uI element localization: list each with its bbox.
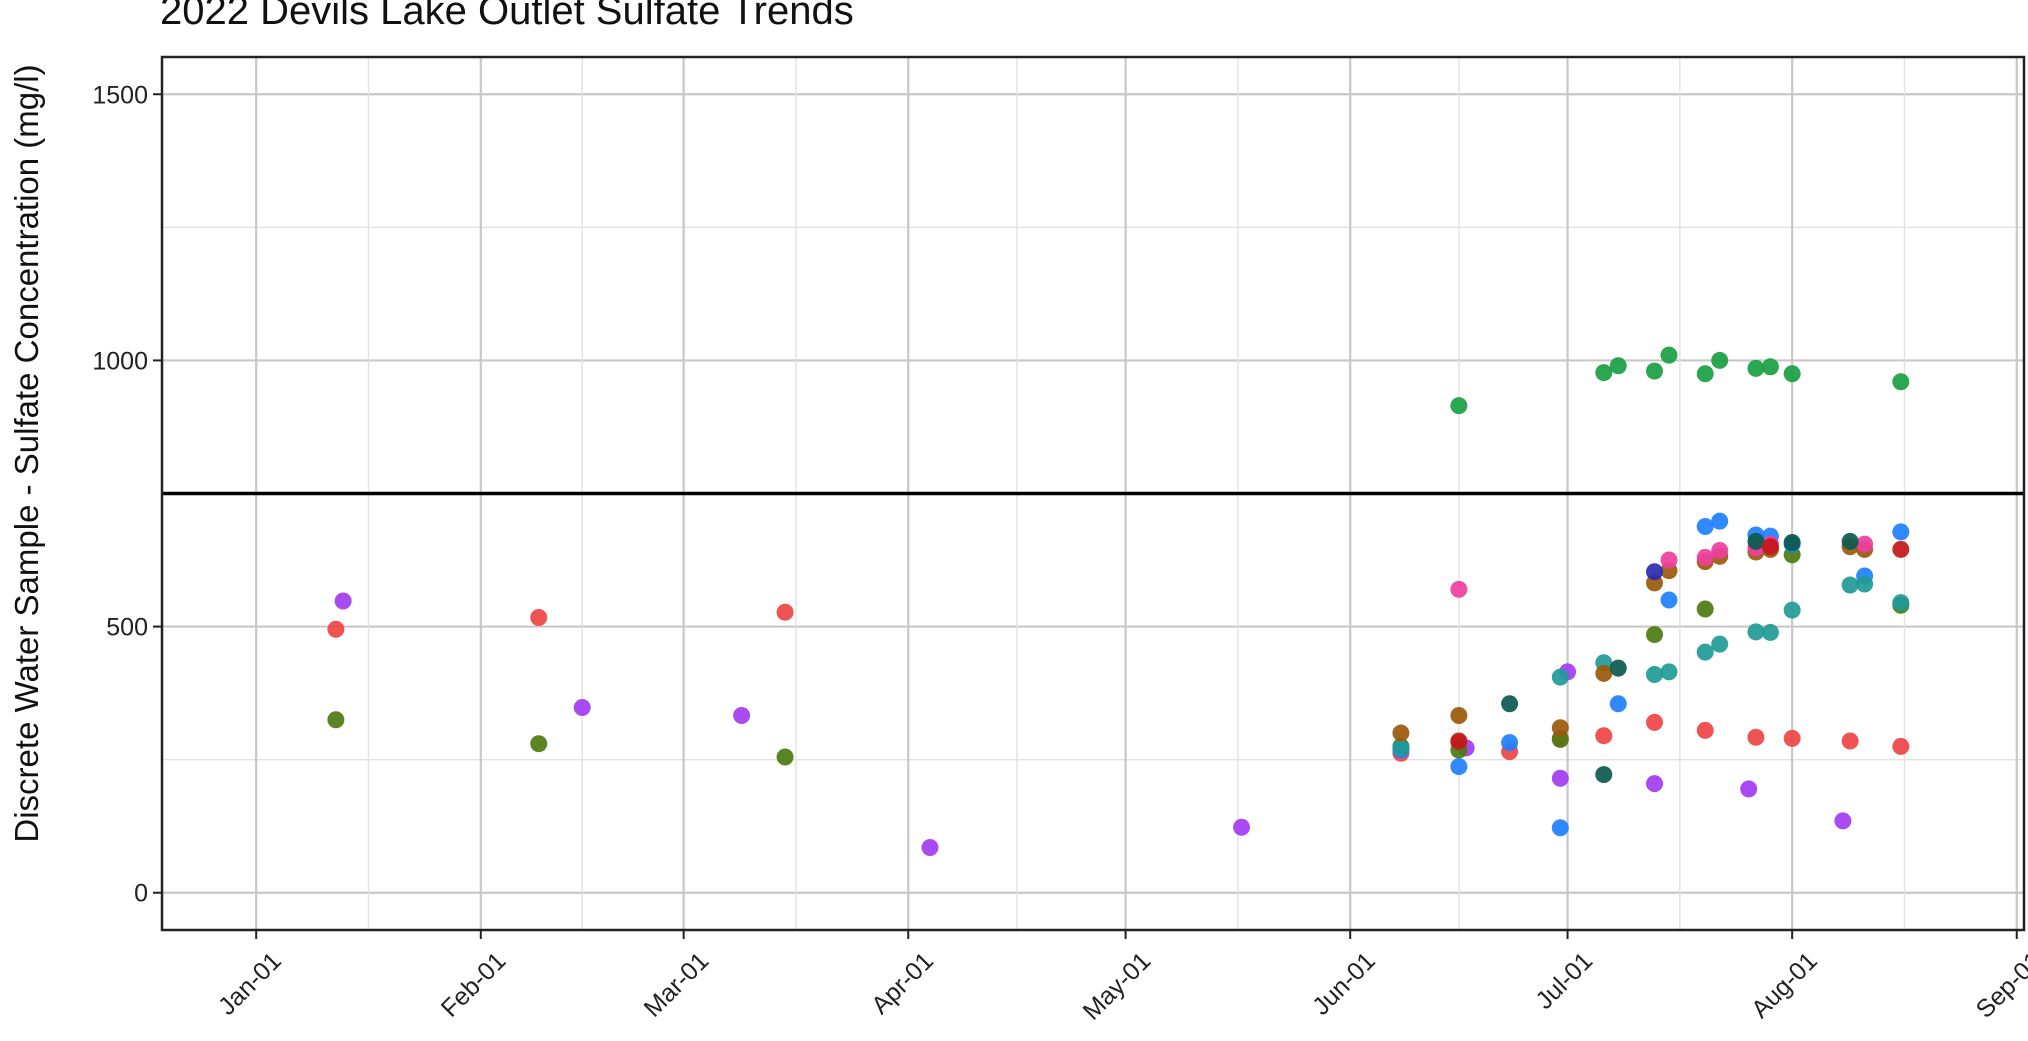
data-point bbox=[327, 620, 345, 638]
data-point bbox=[1783, 729, 1801, 747]
data-point bbox=[1747, 532, 1765, 550]
y-tick-label: 1000 bbox=[92, 347, 148, 375]
data-point bbox=[1609, 357, 1627, 375]
data-point bbox=[1761, 623, 1779, 641]
data-point bbox=[1660, 663, 1678, 681]
data-point bbox=[1696, 548, 1714, 566]
data-point bbox=[1645, 362, 1663, 380]
data-point bbox=[1711, 635, 1729, 653]
data-point bbox=[1551, 719, 1569, 737]
data-point bbox=[1783, 601, 1801, 619]
data-point bbox=[1892, 373, 1910, 391]
x-tick-label: Jul-01 bbox=[1530, 947, 1598, 1015]
data-point bbox=[1747, 728, 1765, 746]
data-point bbox=[1783, 533, 1801, 551]
data-point bbox=[1892, 540, 1910, 558]
data-point bbox=[1892, 737, 1910, 755]
x-tick-label: Jan-01 bbox=[213, 947, 287, 1021]
x-tick-label: Sep-01 bbox=[1971, 947, 2028, 1024]
data-point bbox=[1711, 541, 1729, 559]
chart-title: 2022 Devils Lake Outlet Sulfate Trends bbox=[160, 0, 854, 33]
data-point bbox=[1595, 766, 1613, 784]
data-point bbox=[1892, 594, 1910, 612]
data-point bbox=[1696, 643, 1714, 661]
data-point bbox=[1747, 623, 1765, 641]
data-point bbox=[1392, 724, 1410, 742]
data-point bbox=[1696, 518, 1714, 536]
axes: 0 500 1000 1500 Jan-01 Feb-01 Mar-01 Apr-01 May-… bbox=[92, 81, 2028, 1025]
data-point bbox=[1392, 739, 1410, 757]
data-point bbox=[1856, 535, 1874, 553]
data-point bbox=[1711, 512, 1729, 530]
data-point bbox=[1501, 734, 1519, 752]
data-point bbox=[733, 706, 751, 724]
data-point bbox=[334, 592, 352, 610]
y-axis-title: Discrete Water Sample - Sulfate Concentr… bbox=[8, 64, 45, 842]
data-point bbox=[1645, 665, 1663, 683]
data-points bbox=[327, 346, 1910, 856]
data-point bbox=[921, 838, 939, 856]
data-point bbox=[1747, 359, 1765, 377]
data-point bbox=[1645, 563, 1663, 581]
data-point bbox=[530, 609, 548, 627]
data-point bbox=[1450, 397, 1468, 415]
data-point bbox=[1645, 775, 1663, 793]
data-point bbox=[1834, 812, 1852, 830]
data-point bbox=[1761, 538, 1779, 556]
plot-border bbox=[160, 55, 2026, 932]
data-point bbox=[1761, 358, 1779, 376]
data-point bbox=[1783, 365, 1801, 383]
y-tick-label: 0 bbox=[134, 880, 148, 908]
x-tick-label: Jun-01 bbox=[1307, 947, 1381, 1021]
data-point bbox=[1841, 532, 1859, 550]
data-point bbox=[1696, 721, 1714, 739]
data-point bbox=[327, 711, 345, 729]
data-point bbox=[530, 735, 548, 753]
x-tick-label: Aug-01 bbox=[1746, 947, 1823, 1024]
data-point bbox=[1501, 695, 1519, 713]
data-point bbox=[1450, 580, 1468, 598]
x-tick-label: Apr-01 bbox=[866, 947, 939, 1020]
data-point bbox=[1841, 732, 1859, 750]
data-point bbox=[1595, 664, 1613, 682]
data-point bbox=[1841, 576, 1859, 594]
data-point bbox=[1740, 780, 1758, 798]
data-point bbox=[1595, 364, 1613, 382]
data-point bbox=[1645, 713, 1663, 731]
x-tick-label: Mar-01 bbox=[639, 947, 715, 1023]
data-point bbox=[1609, 695, 1627, 713]
data-point bbox=[1551, 769, 1569, 787]
data-point bbox=[1450, 758, 1468, 776]
data-point bbox=[1450, 732, 1468, 750]
data-point bbox=[1696, 600, 1714, 618]
y-tick-label: 500 bbox=[106, 614, 148, 642]
data-point bbox=[1892, 523, 1910, 541]
data-point bbox=[776, 603, 794, 621]
data-point bbox=[1551, 819, 1569, 837]
x-tick-label: Feb-01 bbox=[436, 947, 512, 1023]
data-point bbox=[1609, 659, 1627, 677]
data-point bbox=[1696, 365, 1714, 383]
data-point bbox=[1856, 575, 1874, 593]
data-point bbox=[1595, 727, 1613, 745]
y-tick-label: 1500 bbox=[92, 81, 148, 109]
data-point bbox=[1551, 730, 1569, 748]
x-tick-label: May-01 bbox=[1078, 947, 1157, 1026]
data-point bbox=[1645, 626, 1663, 644]
data-point bbox=[1660, 551, 1678, 569]
data-point bbox=[1660, 346, 1678, 364]
data-point bbox=[1450, 706, 1468, 724]
data-point bbox=[1711, 351, 1729, 369]
data-point bbox=[1233, 818, 1251, 836]
data-point bbox=[1551, 668, 1569, 686]
data-point bbox=[573, 698, 591, 716]
data-point bbox=[1660, 591, 1678, 609]
data-point bbox=[776, 748, 794, 766]
